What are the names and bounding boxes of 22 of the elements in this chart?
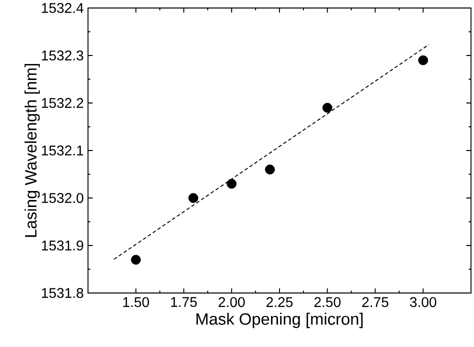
y-tick-label: 1531.9 [42,240,84,250]
x-tick-label: 2.75 [362,297,388,308]
point [226,178,237,189]
x-tick-label: 2.50 [314,297,341,308]
point [265,164,275,174]
y-tick-label: 1532.3 [42,50,84,60]
y-tick-label: 1532.1 [42,146,84,156]
x-tick-label: 2.25 [266,297,293,308]
point [188,193,198,203]
point [130,254,141,265]
x-axis-title: Mask Opening [micron] [196,312,363,328]
y-tick-label: 1532.0 [42,193,84,203]
y-axis-title: Lasing Wavelength [nm] [24,64,40,237]
point [322,102,332,113]
y-tick-label: 1532.4 [42,3,84,13]
point [418,55,428,66]
x-tick-label: 3.00 [410,297,436,308]
y-tick-label: 1531.8 [42,288,84,298]
x-tick-label: 1.50 [123,297,150,308]
x-tick-label: 2.00 [218,297,245,308]
x-tick-label: 1.75 [171,297,197,307]
y-tick-label: 1532.2 [42,98,84,108]
